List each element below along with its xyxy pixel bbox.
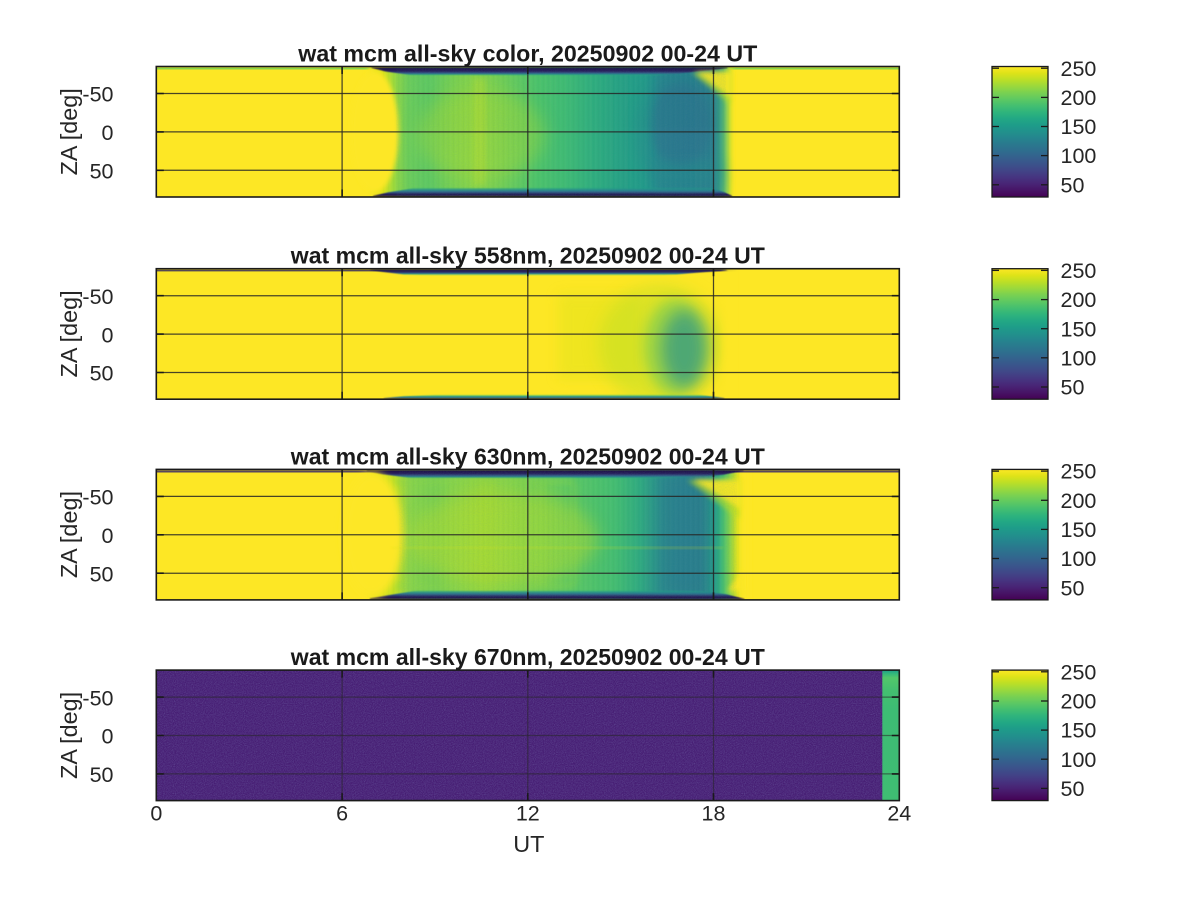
svg-text:50: 50 (1061, 173, 1085, 197)
svg-text:150: 150 (1061, 719, 1097, 743)
svg-text:50: 50 (90, 562, 114, 586)
svg-text:100: 100 (1061, 144, 1097, 168)
svg-text:150: 150 (1061, 518, 1097, 542)
svg-text:-50: -50 (82, 486, 113, 510)
svg-text:ZA [deg]: ZA [deg] (56, 290, 82, 377)
svg-text:wat mcm all-sky color, 2025090: wat mcm all-sky color, 20250902 00-24 UT (297, 41, 757, 67)
svg-text:50: 50 (90, 362, 114, 386)
svg-text:0: 0 (102, 725, 114, 749)
svg-text:12: 12 (516, 801, 540, 825)
svg-text:100: 100 (1061, 346, 1097, 370)
svg-text:ZA [deg]: ZA [deg] (56, 491, 82, 578)
svg-text:100: 100 (1061, 547, 1097, 571)
svg-text:200: 200 (1061, 690, 1097, 714)
svg-text:250: 250 (1061, 460, 1097, 484)
svg-text:-50: -50 (82, 285, 113, 309)
svg-text:50: 50 (90, 763, 114, 787)
svg-text:18: 18 (702, 801, 726, 825)
svg-text:-50: -50 (82, 83, 113, 107)
svg-text:wat mcm all-sky 558nm, 2025090: wat mcm all-sky 558nm, 20250902 00-24 UT (290, 243, 765, 269)
svg-text:250: 250 (1061, 259, 1097, 283)
svg-text:0: 0 (102, 323, 114, 347)
svg-text:50: 50 (1061, 576, 1085, 600)
svg-text:50: 50 (1061, 777, 1085, 801)
svg-text:6: 6 (336, 801, 348, 825)
svg-text:0: 0 (102, 524, 114, 548)
svg-text:24: 24 (887, 801, 911, 825)
svg-text:50: 50 (1061, 376, 1085, 400)
svg-text:250: 250 (1061, 660, 1097, 684)
svg-text:UT: UT (513, 831, 544, 857)
svg-text:50: 50 (90, 160, 114, 184)
svg-text:150: 150 (1061, 317, 1097, 341)
svg-text:100: 100 (1061, 748, 1097, 772)
svg-text:250: 250 (1061, 57, 1097, 81)
svg-text:200: 200 (1061, 86, 1097, 110)
svg-text:150: 150 (1061, 115, 1097, 139)
svg-text:ZA [deg]: ZA [deg] (56, 692, 82, 779)
svg-text:0: 0 (102, 121, 114, 145)
svg-text:-50: -50 (82, 686, 113, 710)
svg-text:0: 0 (150, 801, 162, 825)
svg-text:ZA [deg]: ZA [deg] (56, 88, 82, 175)
svg-text:200: 200 (1061, 489, 1097, 513)
svg-text:wat mcm all-sky 630nm, 2025090: wat mcm all-sky 630nm, 20250902 00-24 UT (290, 443, 765, 469)
svg-text:200: 200 (1061, 288, 1097, 312)
svg-text:wat mcm all-sky 670nm, 2025090: wat mcm all-sky 670nm, 20250902 00-24 UT (290, 644, 765, 670)
